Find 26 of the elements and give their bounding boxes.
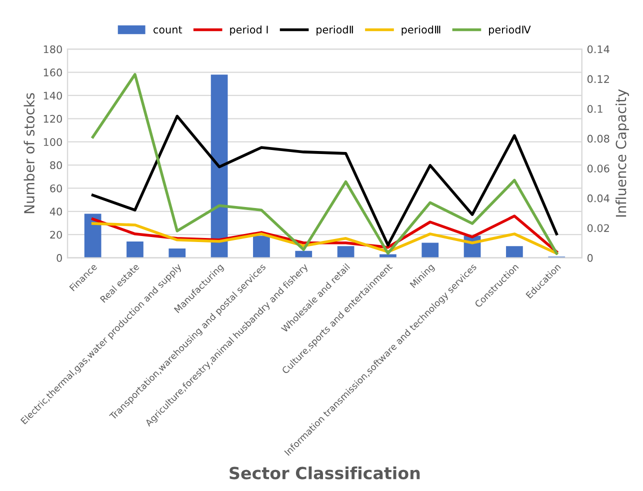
y2-tick-label: 0.02 bbox=[587, 224, 609, 232]
y2-tick-label: 0 bbox=[587, 254, 593, 262]
y-tick-label: 180 bbox=[44, 45, 62, 54]
y-tick-label: 20 bbox=[50, 230, 62, 239]
legend-label: periodⅢ bbox=[402, 25, 440, 36]
y-tick-label: 120 bbox=[44, 114, 62, 123]
y-tick-label: 40 bbox=[50, 208, 62, 216]
y2-tick-label: 0.1 bbox=[587, 104, 602, 113]
y-tick-label: 60 bbox=[50, 184, 62, 192]
y-tick-label: 140 bbox=[44, 92, 62, 100]
y2-tick-label: 0.06 bbox=[587, 164, 610, 172]
legend-label: period Ⅰ bbox=[230, 25, 268, 36]
y2-tick-label: 0.12 bbox=[587, 75, 609, 84]
y2-tick-label: 0.08 bbox=[587, 134, 610, 143]
y-axis-title: Number of stocks bbox=[24, 93, 35, 214]
y-tick-label: 0 bbox=[56, 254, 62, 262]
y-tick-label: 80 bbox=[50, 161, 62, 170]
y-tick-label: 100 bbox=[44, 138, 62, 146]
y2-tick-label: 0.14 bbox=[587, 45, 610, 54]
y-tick-label: 160 bbox=[44, 68, 62, 76]
legend-label: periodⅣ bbox=[489, 25, 531, 36]
x-axis-title: Sector Classification bbox=[230, 466, 420, 480]
legend-label: count bbox=[154, 26, 182, 34]
y2-tick-label: 0.04 bbox=[587, 194, 610, 202]
legend-label: periodⅡ bbox=[316, 25, 353, 36]
y2-axis-title: Influence Capacity bbox=[616, 89, 629, 217]
